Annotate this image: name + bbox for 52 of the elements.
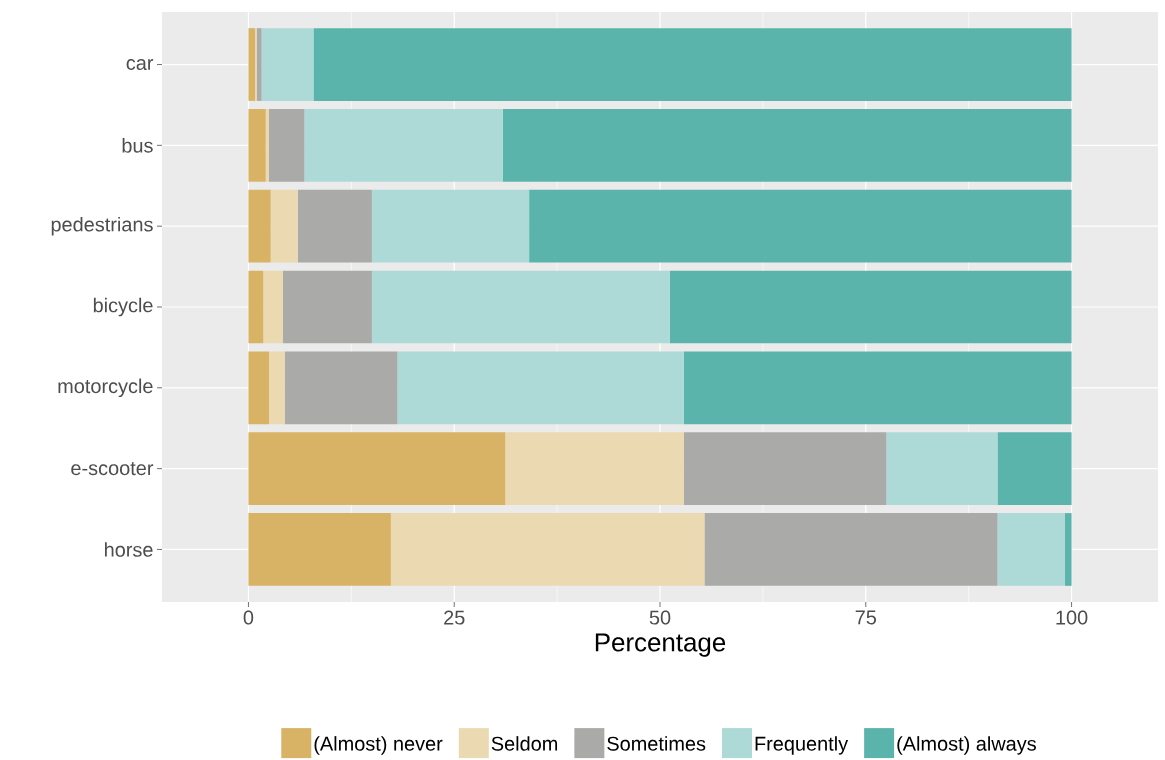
bar (248, 270, 264, 344)
legend-label: (Almost) always (897, 736, 1036, 755)
bar (248, 513, 391, 586)
legend-label: (Almost) never (314, 736, 443, 755)
bar (263, 270, 284, 344)
y-tick-label: bus (122, 138, 153, 153)
bar (261, 28, 314, 101)
bar (304, 108, 503, 182)
legend-label: Frequently (755, 736, 849, 755)
bar (704, 513, 998, 586)
bar (269, 351, 285, 425)
x-tick-label: 75 (855, 610, 877, 625)
bar (265, 108, 270, 182)
bar (284, 351, 398, 425)
x-tick-label: 100 (1056, 610, 1088, 625)
y-tick-label: e-scooter (71, 462, 154, 476)
bar (529, 189, 1072, 263)
legend-label: Seldom (491, 736, 558, 751)
bar (997, 513, 1065, 586)
x-tick-label: 25 (444, 610, 465, 625)
bar (669, 270, 1072, 344)
bar (371, 189, 530, 263)
bar (997, 432, 1072, 505)
x-axis-title: Percentage (595, 633, 726, 657)
bar (886, 432, 998, 505)
x-tick-label: 0 (243, 610, 254, 625)
bar (248, 351, 270, 425)
y-tick-label: horse (105, 542, 153, 557)
bar (248, 189, 271, 263)
bar (502, 108, 1072, 182)
x-tick-label: 50 (649, 610, 671, 625)
y-tick-label: motorcycle (58, 378, 153, 398)
legend-label: Sometimes (607, 736, 706, 751)
bar (1064, 513, 1072, 586)
bar (683, 432, 887, 505)
bar (371, 270, 670, 344)
bar (256, 28, 262, 101)
bar (283, 270, 372, 344)
bar (270, 189, 298, 263)
bar (390, 513, 705, 586)
y-tick-label: car (126, 59, 154, 70)
bar (269, 108, 305, 182)
bar (505, 432, 684, 505)
bar (297, 189, 372, 263)
y-tick-label: pedestrians (51, 216, 153, 236)
bar (248, 28, 256, 101)
bar (683, 351, 1072, 425)
bar (397, 351, 684, 425)
bar (248, 108, 266, 182)
bar (313, 28, 1072, 101)
y-tick-label: bicycle (93, 297, 153, 317)
bar (248, 432, 506, 505)
